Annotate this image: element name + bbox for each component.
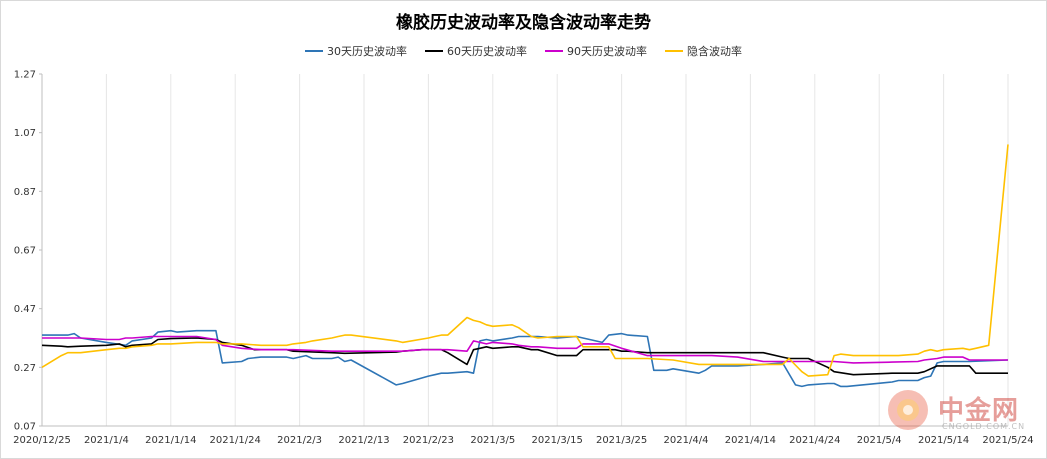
x-tick-label: 2021/2/13 <box>338 435 389 446</box>
series-line-3 <box>42 335 1008 364</box>
x-tick-label: 2021/2/3 <box>277 435 322 446</box>
watermark-logo: 中金网 CNGOLD.COM.CN <box>876 384 1046 442</box>
series-line-4 <box>41 144 1009 377</box>
legend-label: 30天历史波动率 <box>327 45 407 58</box>
legend-item: 90天历史波动率 <box>545 43 647 59</box>
x-tick-label: 2021/5/14 <box>918 435 969 446</box>
legend-swatch <box>545 50 563 52</box>
x-tick-label: 2021/4/14 <box>725 435 776 446</box>
grid-lines <box>41 74 1009 426</box>
y-tick-label: 0.67 <box>14 246 36 257</box>
legend-swatch <box>425 50 443 52</box>
coin-logo-icon <box>888 390 928 430</box>
chart-title: 橡胶历史波动率及隐含波动率走势 <box>396 13 651 33</box>
legend-swatch <box>305 50 323 52</box>
y-tick-label: 1.27 <box>14 70 36 81</box>
y-tick-label: 0.27 <box>14 363 36 374</box>
legend-item: 60天历史波动率 <box>425 43 527 59</box>
y-axis: 0.07 0.27 0.47 0.67 0.87 1.07 1.27 <box>14 70 43 433</box>
y-tick-label: 0.07 <box>14 422 36 433</box>
watermark-subtext: CNGOLD.COM.CN <box>942 422 1026 431</box>
series-lines <box>41 144 1009 388</box>
x-tick-label: 2021/3/25 <box>596 435 647 446</box>
y-tick-label: 1.07 <box>14 128 36 139</box>
x-tick-label: 2021/5/4 <box>857 435 902 446</box>
x-tick-label: 2021/3/15 <box>532 435 583 446</box>
series-line-1 <box>42 329 1009 388</box>
legend-item: 隐含波动率 <box>665 43 742 59</box>
x-tick-label: 2021/4/24 <box>789 435 840 446</box>
y-tick-label: 0.47 <box>14 304 36 315</box>
x-axis: 2020/12/25 2021/1/4 2021/1/14 2021/1/24 2021… <box>13 425 1034 446</box>
watermark-text: 中金网 <box>938 396 1020 426</box>
y-tick-label: 0.87 <box>14 187 36 198</box>
legend-label: 90天历史波动率 <box>567 45 647 58</box>
series-line-2 <box>41 337 1008 376</box>
legend-item: 30天历史波动率 <box>305 43 407 59</box>
legend-label: 隐含波动率 <box>687 45 742 58</box>
x-tick-label: 2021/3/5 <box>470 435 515 446</box>
x-tick-label: 2020/12/25 <box>13 435 71 446</box>
legend-label: 60天历史波动率 <box>447 45 527 58</box>
x-tick-label: 2021/5/24 <box>982 435 1033 446</box>
x-tick-label: 2021/1/24 <box>210 435 261 446</box>
legend-swatch <box>665 50 683 52</box>
x-tick-label: 2021/4/4 <box>664 435 709 446</box>
x-tick-label: 2021/1/4 <box>84 435 129 446</box>
x-tick-label: 2021/2/23 <box>403 435 454 446</box>
x-tick-label: 2021/1/14 <box>145 435 196 446</box>
chart-legend: 30天历史波动率 60天历史波动率 90天历史波动率 隐含波动率 <box>0 43 1047 59</box>
